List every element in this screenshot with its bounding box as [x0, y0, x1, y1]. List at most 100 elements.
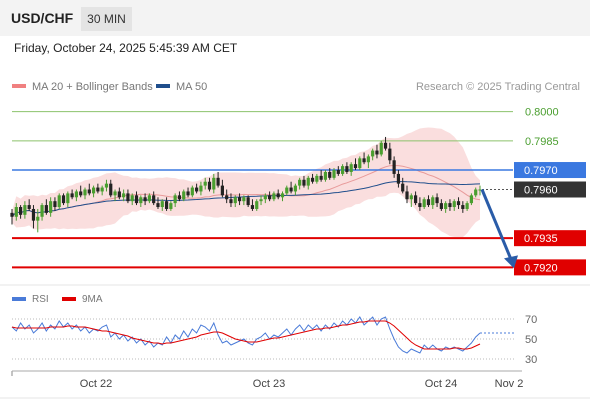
- candle-up: [233, 197, 237, 204]
- candle-up: [49, 201, 53, 213]
- candle-down: [289, 187, 293, 192]
- candle-up: [465, 203, 469, 209]
- candle-down: [435, 197, 439, 204]
- candle-down: [87, 189, 91, 194]
- candle-down: [156, 203, 160, 208]
- candle-down: [426, 199, 431, 206]
- candle-up: [255, 201, 259, 209]
- candle-down: [448, 203, 452, 208]
- price-label: 0.8000: [525, 107, 559, 119]
- forecast-arrowhead: [504, 255, 518, 269]
- candle-down: [328, 171, 332, 178]
- candle-up: [91, 187, 96, 194]
- candle-up: [332, 170, 336, 178]
- candle-up: [199, 185, 203, 192]
- legend-swatch: [156, 84, 170, 88]
- candle-up: [422, 199, 426, 208]
- candle-down: [388, 148, 392, 161]
- candle-down: [18, 207, 23, 215]
- candle-down: [237, 197, 242, 202]
- candle-up: [293, 185, 297, 192]
- candle-down: [143, 197, 147, 202]
- candle-down: [362, 158, 366, 163]
- candle-down: [383, 142, 388, 149]
- candle-up: [113, 191, 117, 196]
- candle-down: [413, 195, 418, 204]
- candle-up: [280, 193, 285, 198]
- candle-down: [126, 193, 130, 202]
- candle-up: [478, 189, 482, 191]
- candle-down: [186, 191, 190, 196]
- candle-up: [74, 191, 79, 198]
- candle-down: [117, 191, 121, 198]
- candle-up: [315, 175, 319, 182]
- candle-up: [203, 181, 207, 186]
- candle-up: [182, 191, 186, 200]
- candle-up: [272, 193, 276, 200]
- candle-up: [285, 187, 289, 194]
- candle-up: [431, 197, 435, 206]
- header-bar: USD/CHF 30 MIN: [0, 0, 590, 36]
- rsi-tick-label: 70: [525, 314, 537, 326]
- candle-down: [195, 187, 199, 192]
- candle-down: [345, 166, 349, 172]
- candle-down: [268, 195, 272, 200]
- candle-down: [439, 203, 443, 209]
- rsi-legend-swatch: [12, 297, 26, 301]
- candle-up: [259, 199, 263, 202]
- rsi-tick-label: 50: [525, 334, 537, 346]
- candle-down: [319, 175, 323, 180]
- candle-up: [358, 158, 362, 169]
- candle-down: [396, 173, 401, 184]
- candle-down: [207, 181, 212, 190]
- x-tick-label: Oct 22: [80, 378, 112, 390]
- candle-up: [474, 189, 478, 196]
- price-label: 0.7935: [524, 233, 558, 245]
- current-price-tag: [514, 181, 586, 198]
- candle-up: [83, 189, 87, 196]
- timeframe-badge[interactable]: 30 MIN: [81, 7, 132, 31]
- price-label: 0.7960: [524, 185, 558, 197]
- candle-down: [229, 199, 233, 204]
- candle-down: [456, 201, 461, 206]
- legend-label: MA 50: [176, 81, 207, 93]
- candle-down: [27, 205, 31, 209]
- candle-up: [452, 201, 456, 208]
- candle-down: [109, 183, 113, 196]
- price-label: 0.7970: [524, 165, 558, 177]
- candle-up: [173, 195, 177, 204]
- candle-down: [250, 205, 255, 209]
- candle-down: [336, 170, 340, 174]
- candle-up: [341, 166, 345, 174]
- legend-label: MA 20 + Bollinger Bands: [32, 81, 153, 93]
- candle-up: [169, 203, 173, 209]
- candle-down: [246, 197, 250, 206]
- credit-text: Research © 2025 Trading Central: [416, 81, 580, 93]
- candle-up: [366, 156, 370, 163]
- rsi-legend-swatch: [62, 297, 76, 301]
- candle-up: [66, 193, 70, 204]
- candle-up: [379, 142, 383, 155]
- bollinger-band: [12, 127, 480, 238]
- candle-down: [418, 203, 422, 208]
- rsi-line: [11, 316, 481, 354]
- candle-up: [469, 195, 474, 204]
- candle-down: [220, 185, 224, 196]
- candle-down: [134, 195, 139, 204]
- candle-up: [242, 197, 246, 202]
- candle-down: [392, 160, 396, 174]
- candle-up: [444, 203, 448, 209]
- candle-down: [225, 195, 229, 200]
- candle-up: [371, 150, 375, 157]
- legend-swatch: [12, 84, 26, 88]
- candle-up: [139, 197, 143, 204]
- candle-down: [216, 177, 220, 186]
- candle-up: [263, 195, 267, 200]
- rsi-ma-line: [11, 320, 481, 350]
- candle-up: [40, 205, 44, 217]
- x-tick-label: Oct 24: [425, 378, 457, 390]
- candle-up: [298, 179, 302, 186]
- candle-up: [160, 201, 164, 208]
